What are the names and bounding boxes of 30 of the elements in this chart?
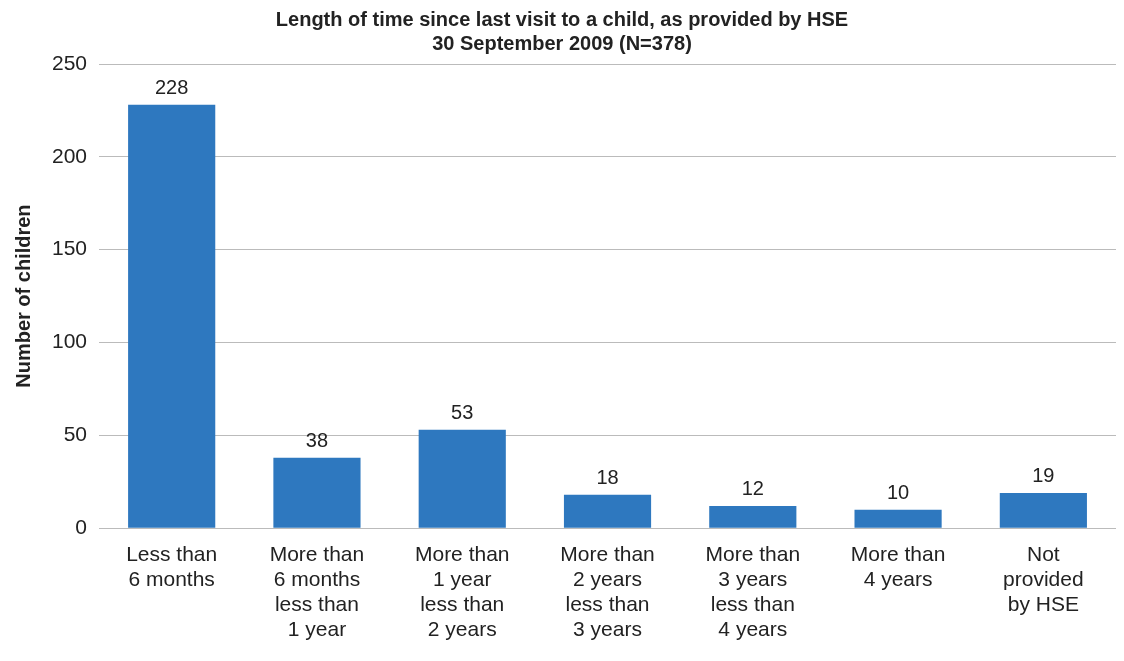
chart-title: Length of time since last visit to a child, as provided by HSE	[275, 7, 849, 30]
x-tick-label: More than 6 months less than 1 year	[269, 541, 365, 641]
y-tick-label: 250	[51, 50, 88, 74]
bar	[418, 429, 506, 528]
x-tick-label: More than 1 year less than 2 years	[414, 541, 510, 641]
bar	[273, 457, 361, 528]
data-label: 18	[596, 466, 619, 489]
y-tick-label: 100	[51, 329, 88, 353]
data-label: 228	[154, 76, 189, 99]
x-tick-label: More than 4 years	[850, 541, 946, 590]
bar	[854, 509, 942, 528]
y-tick-label: 50	[63, 422, 88, 446]
data-label: 38	[305, 429, 329, 452]
y-axis-title: Number of children	[11, 204, 34, 388]
x-tick-label: More than 2 years less than 3 years	[560, 541, 655, 641]
bar	[563, 494, 652, 528]
y-tick-label: 200	[51, 143, 88, 167]
y-tick-label: 0	[75, 515, 88, 538]
data-label: 12	[741, 477, 764, 500]
data-label: 10	[886, 481, 910, 504]
y-tick-label: 150	[51, 236, 88, 260]
bar	[709, 505, 797, 528]
x-tick-label: More than 3 years less than 4 years	[705, 541, 801, 641]
data-label: 53	[451, 401, 474, 424]
x-tick-label: Less than 6 months	[126, 541, 218, 590]
bar	[999, 492, 1087, 528]
data-label: 19	[1032, 464, 1055, 487]
x-tick-label: Not provided by HSE	[1003, 541, 1084, 615]
chart-subtitle: 30 September 2009 (N=378)	[432, 31, 692, 54]
bar	[128, 104, 216, 528]
